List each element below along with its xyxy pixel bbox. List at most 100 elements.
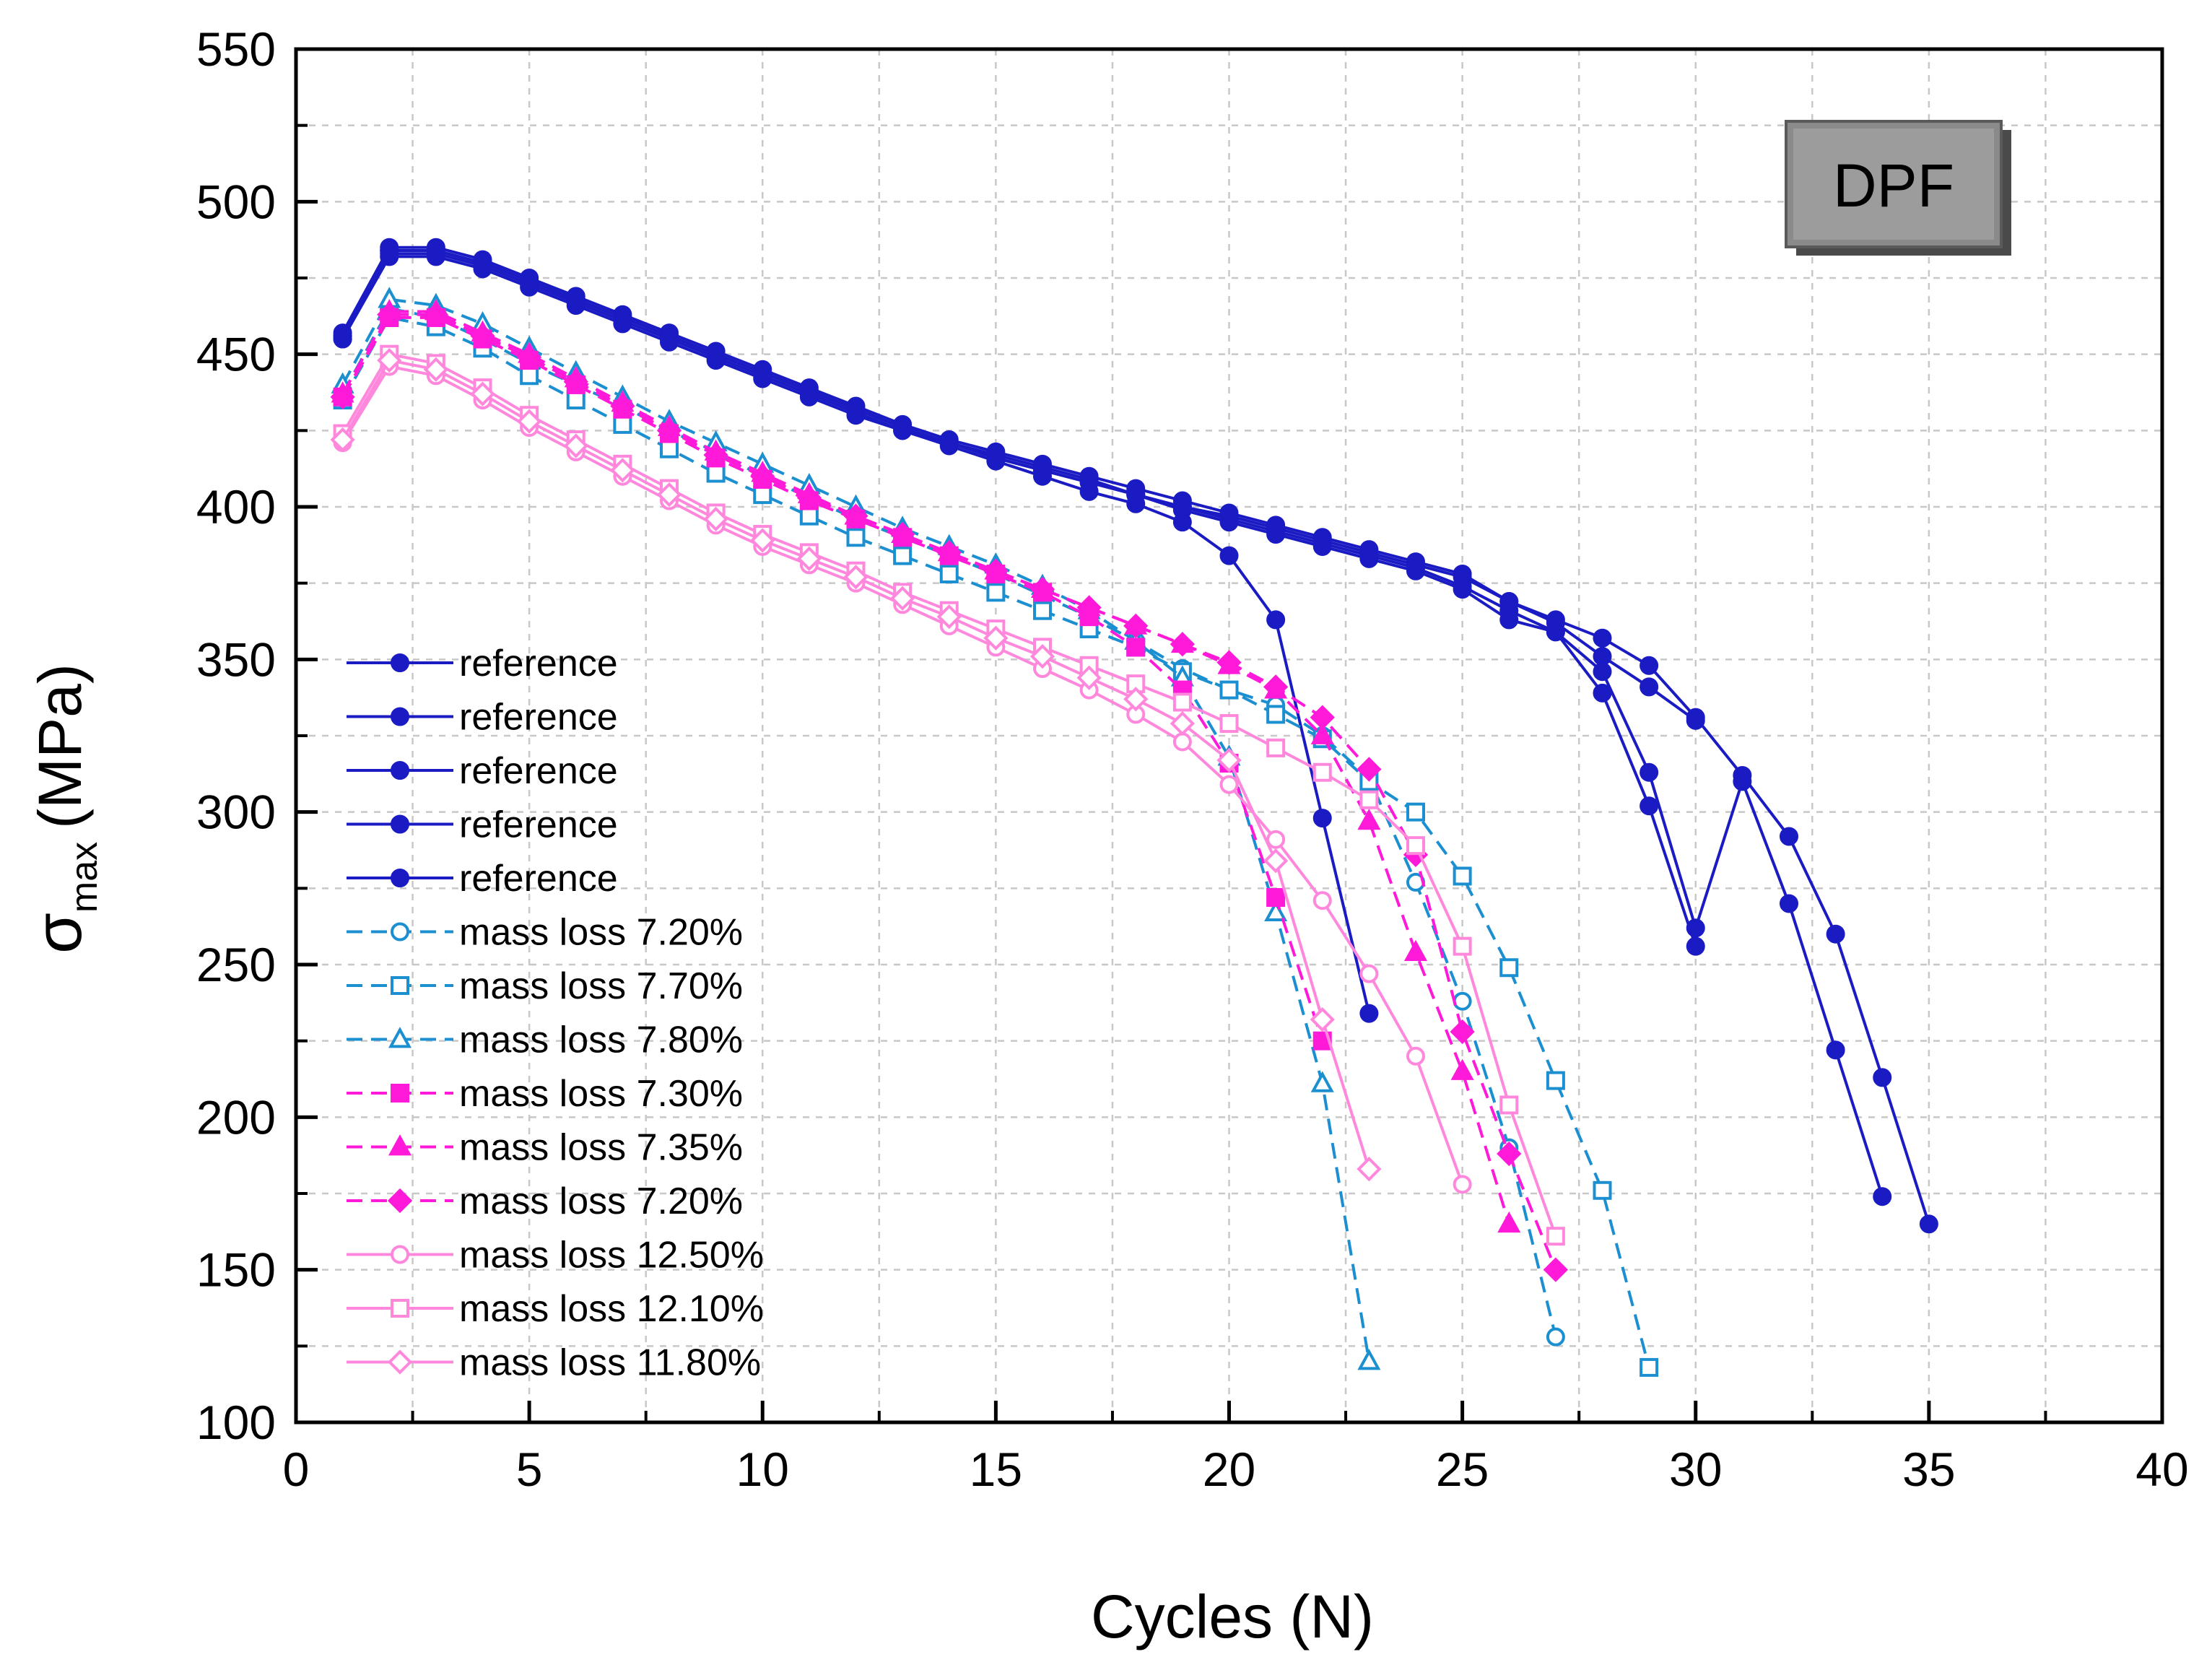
- data-point: [613, 414, 632, 434]
- data-point: [1266, 830, 1286, 849]
- legend-item: mass loss 11.80%: [347, 1342, 761, 1384]
- data-point: [1076, 595, 1102, 620]
- ticks: [294, 47, 2164, 1425]
- tick-labels: 0 5 10 15 20 25 30 35 40 100 150 200 250 300 350 400 450…: [196, 22, 2189, 1496]
- data-point: [380, 240, 399, 260]
- y-tick-label: 350: [196, 632, 276, 686]
- legend-label: mass loss 12.10%: [459, 1288, 764, 1330]
- data-point: [796, 546, 822, 571]
- legend-item: mass loss 7.80%: [347, 1019, 743, 1061]
- series-line: [341, 249, 1884, 1197]
- series-line: [341, 297, 1371, 1362]
- data-point: [566, 290, 585, 309]
- y-tick-label: 250: [196, 938, 276, 991]
- data-point: [1450, 1058, 1474, 1080]
- data-point: [1357, 757, 1382, 782]
- data-point: [1216, 650, 1242, 675]
- data-point: [330, 427, 355, 453]
- y-axis-title: σmax (MPa): [22, 664, 105, 954]
- data-point: [1406, 1046, 1425, 1066]
- data-point: [983, 558, 1009, 583]
- data-point: [1219, 509, 1239, 529]
- data-point: [1312, 762, 1332, 782]
- legend-swatch-marker: [388, 1134, 412, 1156]
- data-point: [1403, 939, 1428, 961]
- data-point: [1170, 632, 1196, 657]
- data-point: [703, 506, 728, 532]
- data-point: [1219, 546, 1239, 565]
- x-axis-title: Cycles (N): [1091, 1583, 1374, 1651]
- data-point: [1310, 723, 1334, 744]
- data-point: [1686, 936, 1705, 956]
- data-point: [520, 271, 539, 291]
- data-point: [1079, 473, 1099, 492]
- data-point: [1546, 1227, 1565, 1246]
- data-point: [1450, 1019, 1475, 1045]
- y-tick-label: 550: [196, 22, 276, 76]
- legend-item: reference: [347, 643, 618, 684]
- data-point: [1873, 1068, 1892, 1087]
- data-point: [1172, 497, 1192, 516]
- data-point: [846, 399, 866, 419]
- data-point: [703, 443, 728, 468]
- legend-swatch-marker: [391, 1299, 409, 1318]
- x-tick-label: 40: [2135, 1443, 2188, 1496]
- data-point: [1123, 613, 1149, 638]
- data-point: [656, 482, 682, 508]
- x-tick-label: 15: [970, 1443, 1022, 1496]
- y-axis-subscript: max: [64, 842, 105, 913]
- data-point: [516, 344, 542, 370]
- data-point: [799, 381, 819, 401]
- x-tick-label: 30: [1669, 1443, 1722, 1496]
- series-layer: [330, 238, 1938, 1377]
- data-point: [706, 344, 726, 364]
- data-point: [1172, 692, 1192, 712]
- data-point: [1357, 808, 1381, 830]
- data-point: [1219, 714, 1239, 734]
- data-point: [1359, 790, 1379, 809]
- data-point: [660, 439, 679, 458]
- x-tick-label: 35: [1902, 1443, 1955, 1496]
- data-point: [426, 240, 445, 260]
- data-point: [1686, 708, 1705, 727]
- data-point: [1546, 622, 1565, 642]
- data-point: [1453, 991, 1472, 1011]
- data-point: [706, 464, 726, 483]
- data-point: [983, 625, 1009, 651]
- data-point: [470, 381, 495, 406]
- legend-swatch-marker: [391, 761, 409, 780]
- y-tick-label: 200: [196, 1090, 276, 1144]
- data-point: [1593, 647, 1612, 666]
- legend-item: mass loss 7.20%: [347, 1180, 743, 1222]
- legend-swatch-marker: [391, 976, 409, 995]
- data-point: [1453, 936, 1472, 956]
- data-point: [1357, 1157, 1382, 1182]
- legend-swatch-marker: [391, 922, 409, 941]
- data-point: [423, 357, 449, 382]
- data-point: [1266, 521, 1286, 541]
- data-point: [1310, 705, 1335, 730]
- y-tick-label: 300: [196, 786, 276, 839]
- legend-item: mass loss 7.70%: [347, 965, 743, 1007]
- data-point: [1219, 680, 1239, 700]
- x-tick-label: 25: [1436, 1443, 1489, 1496]
- data-point: [936, 540, 962, 565]
- legend-swatch-marker: [391, 814, 409, 834]
- legend-swatch-marker: [391, 869, 409, 887]
- legend-label: reference: [459, 804, 618, 846]
- data-point: [1312, 809, 1332, 828]
- legend-label: mass loss 7.80%: [459, 1019, 743, 1061]
- data-point: [1266, 610, 1286, 630]
- data-point: [1497, 1211, 1521, 1233]
- data-point: [1310, 1006, 1335, 1032]
- data-point: [656, 418, 682, 443]
- legend-label: reference: [459, 643, 618, 684]
- data-point: [986, 448, 1006, 468]
- y-axis-unit: (MPa): [26, 664, 94, 829]
- data-point: [613, 308, 632, 327]
- data-point: [423, 302, 449, 327]
- series-line: [341, 313, 1557, 1271]
- legend-label: reference: [459, 858, 618, 900]
- data-point: [470, 323, 495, 349]
- data-point: [986, 583, 1006, 602]
